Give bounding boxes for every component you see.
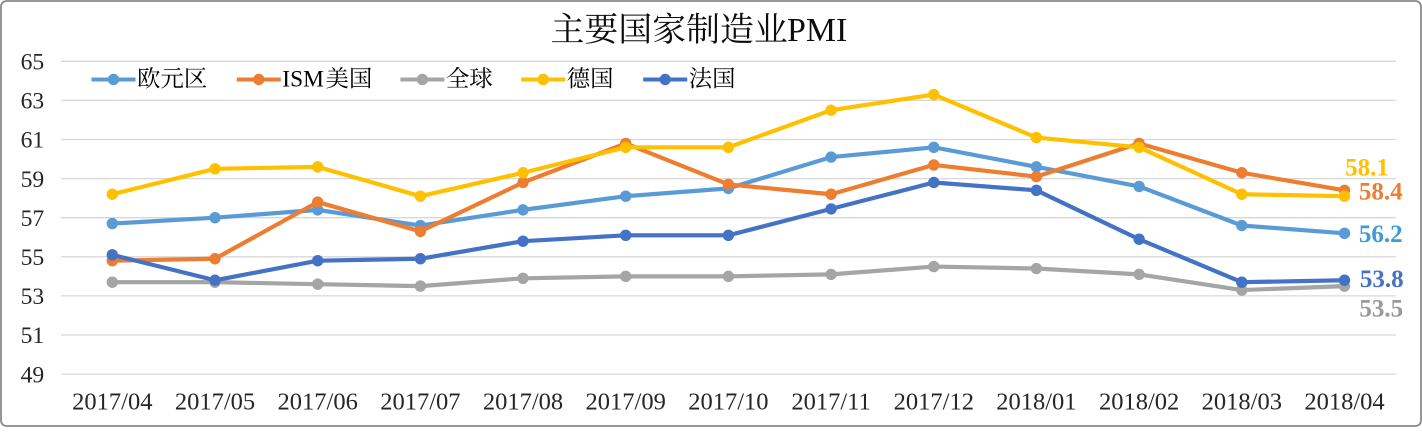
svg-text:51: 51: [21, 323, 45, 349]
svg-text:2018/03: 2018/03: [1202, 389, 1282, 416]
svg-text:2017/07: 2017/07: [380, 389, 460, 416]
svg-text:55: 55: [21, 245, 45, 271]
svg-text:56.2: 56.2: [1359, 221, 1403, 248]
svg-text:2017/12: 2017/12: [894, 389, 974, 416]
svg-text:2017/04: 2017/04: [72, 389, 152, 416]
svg-text:49: 49: [21, 362, 45, 388]
svg-text:2018/01: 2018/01: [996, 389, 1076, 416]
svg-text:53: 53: [21, 284, 45, 310]
svg-text:ISM: ISM: [282, 67, 324, 93]
svg-text:2018/02: 2018/02: [1099, 389, 1179, 416]
svg-text:PMI: PMI: [787, 12, 847, 49]
svg-text:65: 65: [21, 50, 45, 76]
svg-text:61: 61: [21, 128, 45, 154]
svg-text:57: 57: [21, 206, 45, 232]
svg-text:58.4: 58.4: [1359, 179, 1403, 206]
svg-text:53.8: 53.8: [1360, 266, 1404, 293]
svg-text:2017/10: 2017/10: [688, 389, 768, 416]
svg-text:2017/11: 2017/11: [791, 389, 870, 416]
svg-text:2017/05: 2017/05: [175, 389, 255, 416]
svg-text:53.5: 53.5: [1359, 296, 1403, 323]
svg-text:58.1: 58.1: [1345, 154, 1389, 181]
svg-text:2017/08: 2017/08: [483, 389, 563, 416]
svg-text:2017/06: 2017/06: [278, 389, 358, 416]
svg-text:59: 59: [21, 167, 45, 193]
svg-text:2017/09: 2017/09: [586, 389, 666, 416]
svg-text:63: 63: [21, 89, 45, 115]
svg-text:2018/04: 2018/04: [1304, 389, 1384, 416]
